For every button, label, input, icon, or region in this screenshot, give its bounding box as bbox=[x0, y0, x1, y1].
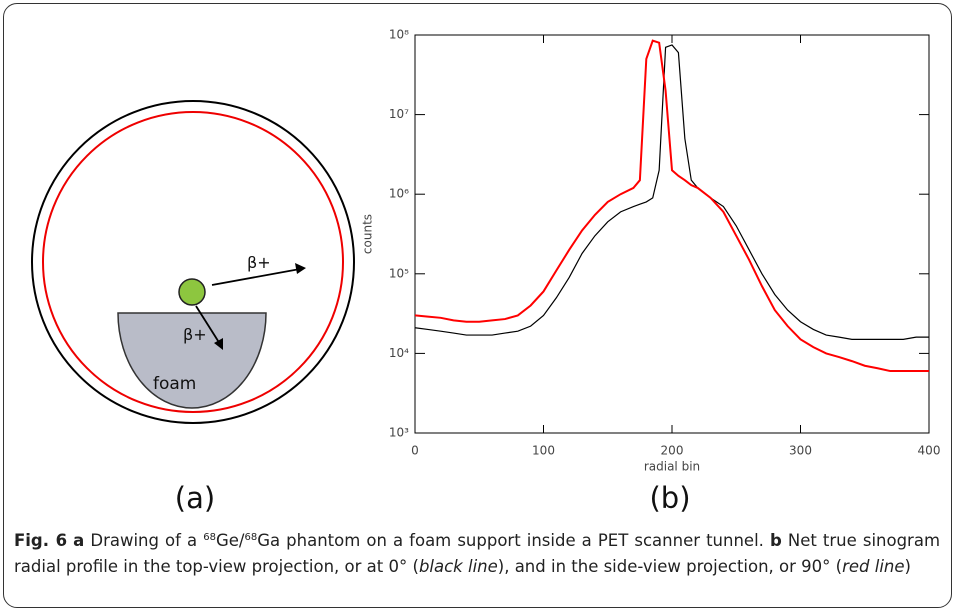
caption-marker: a bbox=[73, 531, 85, 550]
caption-text: Net true sinogram radial profile in the … bbox=[14, 531, 941, 576]
caption-italic: red line bbox=[842, 557, 905, 576]
arrow bbox=[211, 268, 301, 286]
y-tick-label: 10⁸ bbox=[389, 28, 409, 42]
caption-text: ) bbox=[904, 557, 911, 576]
y-tick-label: 10⁷ bbox=[389, 107, 409, 121]
x-tick-label: 400 bbox=[918, 444, 941, 458]
caption-text: Ga phantom on a foam support inside a PE… bbox=[257, 531, 764, 550]
panel-label: (b) bbox=[649, 481, 690, 515]
figure-frame bbox=[3, 3, 952, 608]
y-tick-label: 10⁶ bbox=[389, 187, 409, 201]
x-tick-label: 300 bbox=[789, 444, 812, 458]
y-axis-label: counts bbox=[361, 214, 375, 254]
x-tick-label: 0 bbox=[411, 444, 419, 458]
caption-sup: 68 bbox=[244, 532, 258, 543]
caption-marker: b bbox=[769, 531, 782, 550]
beta-label: β+ bbox=[247, 253, 271, 272]
panel-label: (a) bbox=[175, 481, 215, 515]
x-tick-label: 100 bbox=[532, 444, 555, 458]
caption-text: ), and in the side-view projection, or 9… bbox=[497, 557, 843, 576]
foam-label: foam bbox=[153, 374, 196, 394]
caption-sup: 68 bbox=[203, 532, 216, 543]
phantom bbox=[178, 278, 206, 306]
x-axis-label: radial bin bbox=[644, 460, 700, 474]
y-tick-label: 10⁴ bbox=[389, 346, 409, 360]
tunnel-outer bbox=[31, 100, 355, 424]
foam-support bbox=[117, 312, 267, 409]
caption-italic: black line bbox=[418, 557, 498, 576]
y-tick-label: 10³ bbox=[389, 426, 409, 440]
caption-text: Ge/ bbox=[215, 531, 245, 550]
beta-label: β+ bbox=[183, 325, 207, 344]
diagram: β+ β+ foam bbox=[31, 100, 355, 424]
caption-text: Drawing of a bbox=[90, 531, 198, 550]
arrow-head bbox=[214, 338, 223, 350]
y-tick-label: 10⁵ bbox=[389, 266, 409, 280]
caption-label: Fig. 6 bbox=[14, 531, 68, 550]
arrow-head bbox=[295, 263, 306, 274]
x-tick-label: 200 bbox=[661, 444, 684, 458]
caption: Fig. 6 a Drawing of a 68Ge/68Ga phantom … bbox=[14, 528, 940, 580]
chart: radial bin counts 0 100 200 300 400 10³ 10⁴ 10⁵… bbox=[361, 28, 941, 474]
arrow bbox=[195, 305, 221, 345]
series-line bbox=[414, 39, 929, 373]
plot-frame bbox=[414, 34, 930, 434]
tunnel-inner bbox=[42, 111, 344, 413]
series-line bbox=[414, 44, 929, 340]
